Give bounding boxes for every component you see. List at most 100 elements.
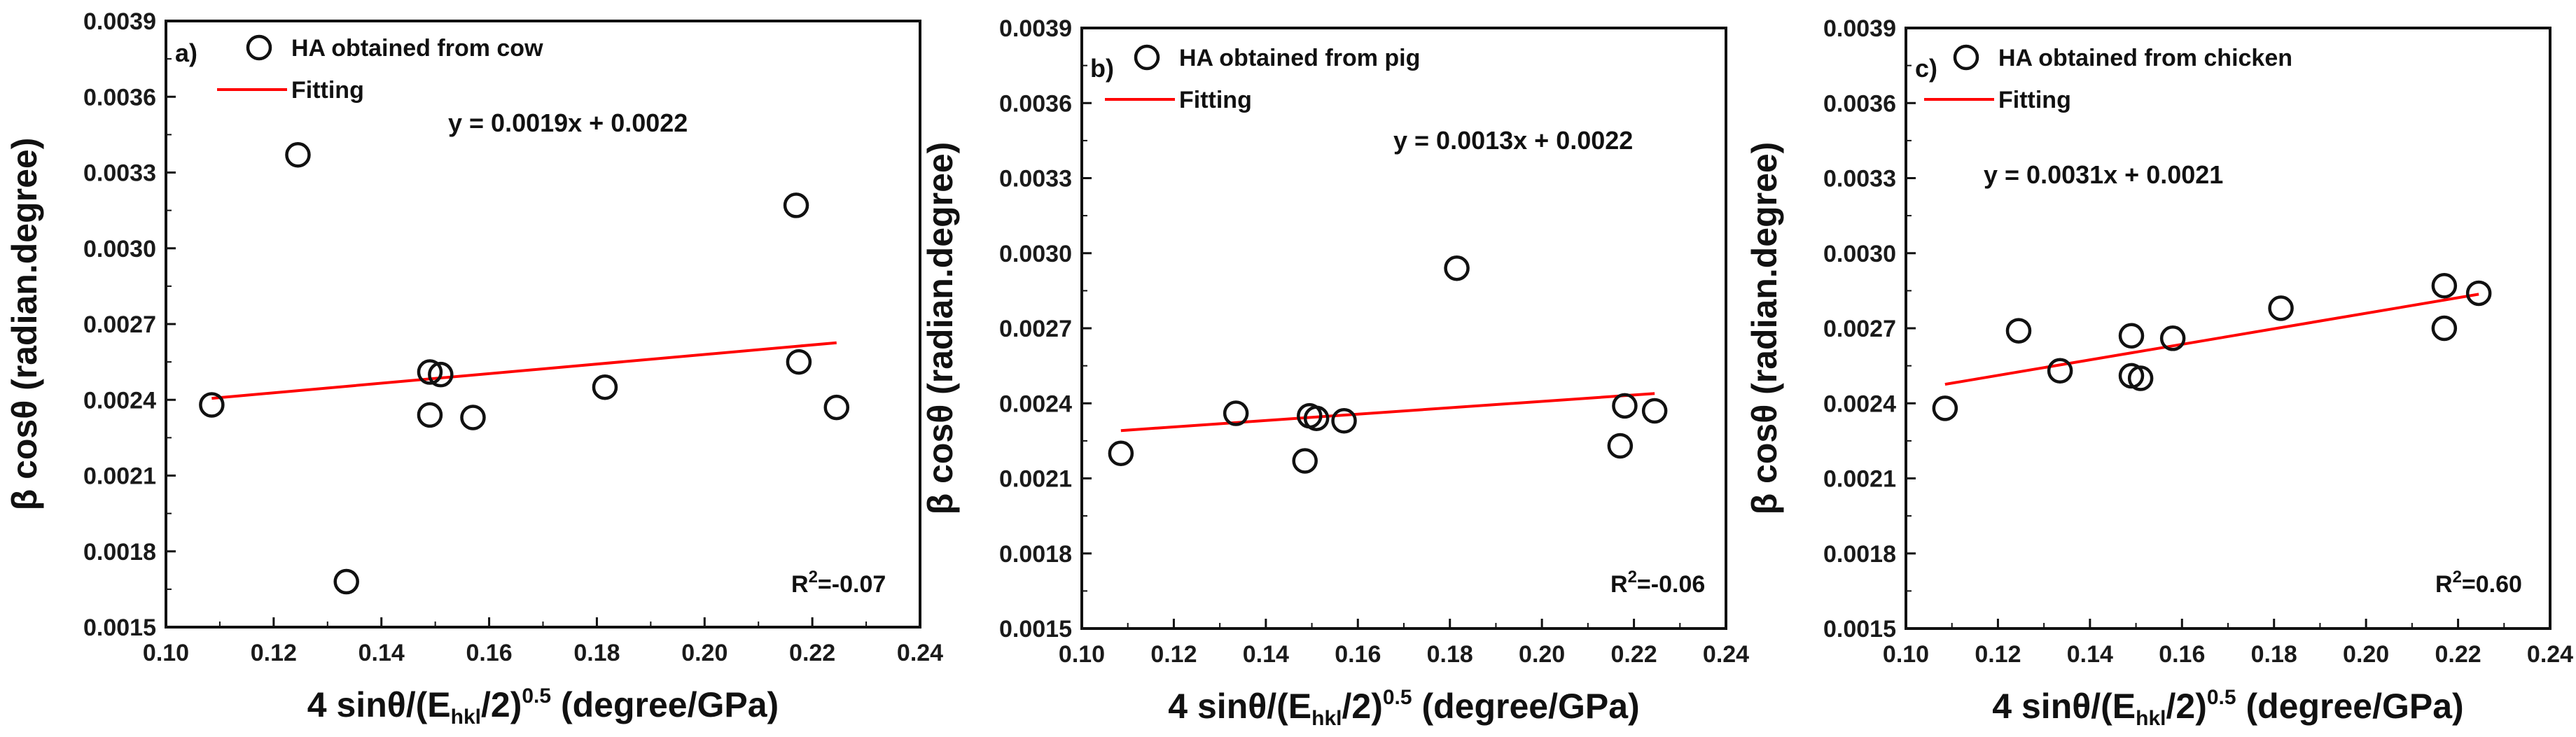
- y-axis-title: β cosθ (radian.degree): [1745, 142, 1784, 515]
- x-tick-label: 0.16: [1335, 641, 1381, 668]
- y-tick-label: 0.0024: [999, 391, 1072, 417]
- data-point: [2268, 295, 2294, 321]
- r-squared-value: =-0.06: [1637, 571, 1705, 598]
- fit-line: [1120, 392, 1655, 433]
- data-point: [592, 374, 618, 400]
- data-point: [2465, 280, 2492, 307]
- y-tick-label: 0.0036: [1823, 90, 1896, 117]
- x-axis-title-suffix: (degree/GPa): [2236, 687, 2464, 726]
- y-axis-title: β cosθ (radian.degree): [921, 142, 960, 515]
- panel-label: b): [1090, 54, 1114, 83]
- x-tick-label: 0.24: [1703, 641, 1749, 668]
- data-point: [1612, 393, 1638, 419]
- x-tick-label: 0.16: [466, 640, 512, 666]
- data-point: [417, 402, 443, 428]
- data-point: [1108, 440, 1134, 466]
- panel-label: c): [1915, 54, 1937, 83]
- data-point: [460, 405, 486, 430]
- r-squared-sup: 2: [2453, 568, 2462, 587]
- y-tick-label: 0.0030: [999, 241, 1072, 267]
- x-tick-label: 0.10: [143, 640, 189, 666]
- x-axis-title-sup: 0.5: [2207, 686, 2236, 709]
- legend: HA obtained from cow Fitting: [217, 34, 543, 104]
- y-tick-label: 0.0039: [83, 8, 156, 35]
- x-axis-title-sup: 0.5: [522, 685, 551, 708]
- fit-equation: y = 0.0031x + 0.0021: [1984, 160, 2223, 189]
- data-point: [783, 192, 809, 218]
- chart-panel-pig: 0.10 0.12 0.14 0.16 0.18 0.20 0.22 0.24 0.0015 0.…: [921, 15, 1749, 730]
- y-tick-label: 0.0027: [999, 316, 1072, 342]
- x-axis-title-prefix: 4 sinθ/(E: [307, 685, 451, 724]
- legend-label-data: HA obtained from chicken: [1998, 45, 2292, 71]
- data-point: [1641, 398, 1668, 424]
- data-point: [2159, 325, 2186, 351]
- y-tick-label: 0.0024: [83, 387, 156, 414]
- legend-marker-icon: [246, 34, 272, 61]
- r-squared-value: =-0.07: [818, 571, 886, 598]
- x-tick-label: 0.12: [1975, 641, 2021, 668]
- x-tick-label: 0.22: [789, 640, 835, 666]
- r-squared-label: R: [1610, 571, 1628, 598]
- data-point: [428, 361, 454, 388]
- data-point: [1607, 433, 1634, 459]
- data-point: [333, 568, 359, 595]
- x-axis-title-prefix: 4 sinθ/(E: [1168, 687, 1311, 726]
- fit-equation: y = 0.0013x + 0.0022: [1393, 126, 1633, 155]
- y-tick-label: 0.0015: [1823, 616, 1896, 643]
- x-axis-title-sub: hkl: [2136, 707, 2166, 730]
- x-tick-label: 0.20: [1519, 641, 1565, 668]
- r-squared-sup: 2: [1628, 568, 1637, 587]
- y-tick-label: 0.0030: [1823, 241, 1896, 267]
- y-tick-label: 0.0030: [83, 236, 156, 262]
- r-squared: R2=-0.07: [791, 568, 886, 598]
- y-tick-label: 0.0021: [1823, 466, 1896, 493]
- x-tick-label: 0.10: [1059, 641, 1105, 668]
- x-tick-label: 0.16: [2159, 641, 2205, 668]
- x-axis-title-sub: hkl: [451, 706, 481, 729]
- r-squared-value: =0.60: [2462, 571, 2522, 598]
- y-tick-label: 0.0018: [83, 539, 156, 566]
- fit-line: [211, 341, 837, 400]
- chart-panel-cow: 0.10 0.12 0.14 0.16 0.18 0.20 0.22 0.24 0.0015 0.…: [5, 8, 943, 729]
- y-tick-label: 0.0024: [1823, 391, 1896, 417]
- x-tick-label: 0.24: [897, 640, 943, 666]
- x-axis-title: 4 sinθ/(Ehkl/2)0.5 (degree/GPa): [307, 685, 779, 729]
- legend-marker-icon: [1953, 44, 1979, 71]
- x-axis-title-mid: /2): [1342, 687, 1383, 726]
- x-tick-label: 0.22: [1610, 641, 1657, 668]
- x-tick-label: 0.14: [1243, 641, 1289, 668]
- data-point: [1292, 448, 1318, 474]
- x-axis-title: 4 sinθ/(Ehkl/2)0.5 (degree/GPa): [1168, 686, 1639, 730]
- x-tick-label: 0.10: [1883, 641, 1929, 668]
- y-tick-label: 0.0039: [999, 15, 1072, 42]
- x-tick-label: 0.22: [2435, 641, 2481, 668]
- panel-label: a): [175, 38, 197, 67]
- y-tick-label: 0.0036: [83, 84, 156, 111]
- r-squared-label: R: [2435, 571, 2453, 598]
- y-axis-title: β cosθ (radian.degree): [5, 138, 44, 511]
- y-tick-label: 0.0018: [1823, 541, 1896, 568]
- x-tick-label: 0.12: [251, 640, 297, 666]
- x-tick-label: 0.24: [2527, 641, 2573, 668]
- data-point: [1331, 408, 1357, 434]
- data-point: [1303, 405, 1330, 431]
- r-squared: R2=0.60: [2435, 568, 2522, 598]
- legend-label-fit: Fitting: [291, 77, 364, 104]
- y-tick-label: 0.0015: [83, 615, 156, 641]
- legend-label-data: HA obtained from cow: [291, 35, 543, 62]
- legend-label-fit: Fitting: [1998, 87, 2071, 113]
- r-squared: R2=-0.06: [1610, 568, 1705, 598]
- x-tick-label: 0.14: [2067, 641, 2113, 668]
- x-tick-label: 0.18: [573, 640, 620, 666]
- x-axis-title-suffix: (degree/GPa): [1412, 687, 1640, 726]
- chart-panel-chicken: 0.10 0.12 0.14 0.16 0.18 0.20 0.22 0.24 0.0015 0.…: [1745, 15, 2573, 730]
- y-tick-label: 0.0018: [999, 541, 1072, 568]
- data-point: [2127, 365, 2154, 391]
- x-tick-label: 0.14: [358, 640, 405, 666]
- y-tick-label: 0.0036: [999, 90, 1072, 117]
- x-tick-label: 0.18: [1427, 641, 1473, 668]
- fit-line: [1944, 293, 2479, 386]
- data-point: [2047, 358, 2073, 384]
- x-axis-title: 4 sinθ/(Ehkl/2)0.5 (degree/GPa): [1992, 686, 2463, 730]
- data-point: [823, 394, 850, 421]
